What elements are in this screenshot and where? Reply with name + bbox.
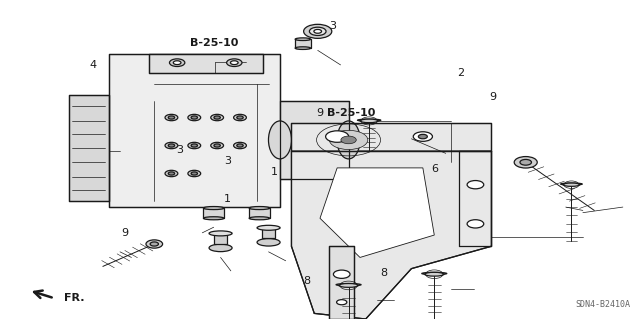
Ellipse shape bbox=[249, 217, 269, 220]
Circle shape bbox=[211, 114, 223, 121]
Circle shape bbox=[188, 114, 201, 121]
Bar bbox=[329, 246, 355, 319]
Circle shape bbox=[214, 144, 220, 147]
Circle shape bbox=[214, 116, 220, 119]
Text: B-25-10: B-25-10 bbox=[190, 38, 239, 48]
Circle shape bbox=[330, 130, 368, 150]
Text: 8: 8 bbox=[380, 268, 388, 278]
Circle shape bbox=[173, 61, 181, 64]
Polygon shape bbox=[320, 168, 435, 257]
Circle shape bbox=[234, 142, 246, 149]
Circle shape bbox=[211, 142, 223, 149]
Circle shape bbox=[170, 59, 185, 66]
Ellipse shape bbox=[204, 217, 224, 220]
Circle shape bbox=[520, 160, 531, 165]
Ellipse shape bbox=[360, 119, 378, 123]
Circle shape bbox=[165, 142, 178, 149]
Bar bbox=[262, 228, 275, 238]
Ellipse shape bbox=[422, 272, 447, 275]
Ellipse shape bbox=[561, 183, 582, 185]
Text: 6: 6 bbox=[432, 164, 438, 174]
Circle shape bbox=[467, 181, 484, 189]
Ellipse shape bbox=[209, 231, 232, 236]
Circle shape bbox=[326, 131, 349, 142]
Polygon shape bbox=[68, 95, 109, 202]
Ellipse shape bbox=[358, 119, 381, 121]
Text: B-25-10: B-25-10 bbox=[326, 108, 375, 118]
Circle shape bbox=[467, 220, 484, 228]
Circle shape bbox=[337, 300, 347, 305]
Polygon shape bbox=[291, 151, 492, 319]
Polygon shape bbox=[460, 151, 492, 246]
Bar bbox=[291, 123, 492, 151]
Ellipse shape bbox=[337, 121, 360, 159]
Ellipse shape bbox=[249, 206, 269, 210]
Text: 9: 9 bbox=[121, 228, 129, 238]
Circle shape bbox=[419, 134, 428, 139]
Text: 9: 9 bbox=[489, 92, 497, 102]
Circle shape bbox=[191, 116, 198, 119]
Bar bbox=[204, 208, 224, 218]
Text: SDN4-B2410A: SDN4-B2410A bbox=[575, 300, 630, 309]
Bar bbox=[214, 234, 227, 244]
Circle shape bbox=[191, 172, 198, 175]
Circle shape bbox=[146, 240, 163, 248]
Circle shape bbox=[168, 116, 175, 119]
Bar bbox=[280, 101, 349, 179]
Circle shape bbox=[165, 114, 178, 121]
Text: 8: 8 bbox=[303, 276, 311, 286]
Ellipse shape bbox=[336, 284, 361, 286]
Text: 9: 9 bbox=[316, 108, 324, 118]
Ellipse shape bbox=[425, 272, 444, 276]
Text: 2: 2 bbox=[457, 68, 465, 78]
Circle shape bbox=[191, 144, 198, 147]
Ellipse shape bbox=[257, 225, 280, 230]
Ellipse shape bbox=[257, 239, 280, 246]
Circle shape bbox=[165, 170, 178, 177]
Bar bbox=[295, 39, 310, 48]
Circle shape bbox=[237, 116, 243, 119]
Ellipse shape bbox=[563, 183, 580, 186]
Ellipse shape bbox=[339, 284, 358, 287]
Circle shape bbox=[314, 29, 321, 33]
Text: 1: 1 bbox=[271, 167, 277, 177]
Circle shape bbox=[333, 270, 350, 278]
Ellipse shape bbox=[295, 47, 310, 49]
Circle shape bbox=[303, 24, 332, 38]
Ellipse shape bbox=[269, 121, 292, 159]
Circle shape bbox=[168, 172, 175, 175]
Circle shape bbox=[168, 144, 175, 147]
Circle shape bbox=[227, 59, 242, 66]
Circle shape bbox=[514, 157, 537, 168]
Circle shape bbox=[309, 27, 326, 35]
Ellipse shape bbox=[209, 244, 232, 252]
Bar bbox=[249, 208, 269, 218]
Circle shape bbox=[234, 114, 246, 121]
Text: 3: 3 bbox=[224, 156, 230, 166]
Circle shape bbox=[150, 242, 159, 246]
Text: 3: 3 bbox=[176, 145, 182, 155]
Text: FR.: FR. bbox=[64, 293, 84, 303]
Circle shape bbox=[413, 132, 433, 141]
Text: 4: 4 bbox=[89, 60, 97, 70]
Ellipse shape bbox=[295, 38, 310, 41]
Circle shape bbox=[341, 136, 356, 144]
Bar bbox=[109, 54, 280, 207]
Circle shape bbox=[237, 144, 243, 147]
Ellipse shape bbox=[204, 206, 224, 210]
Bar bbox=[148, 54, 263, 73]
Circle shape bbox=[188, 142, 201, 149]
Circle shape bbox=[188, 170, 201, 177]
Text: 3: 3 bbox=[330, 20, 336, 31]
Circle shape bbox=[230, 61, 238, 64]
Text: 1: 1 bbox=[224, 194, 230, 204]
